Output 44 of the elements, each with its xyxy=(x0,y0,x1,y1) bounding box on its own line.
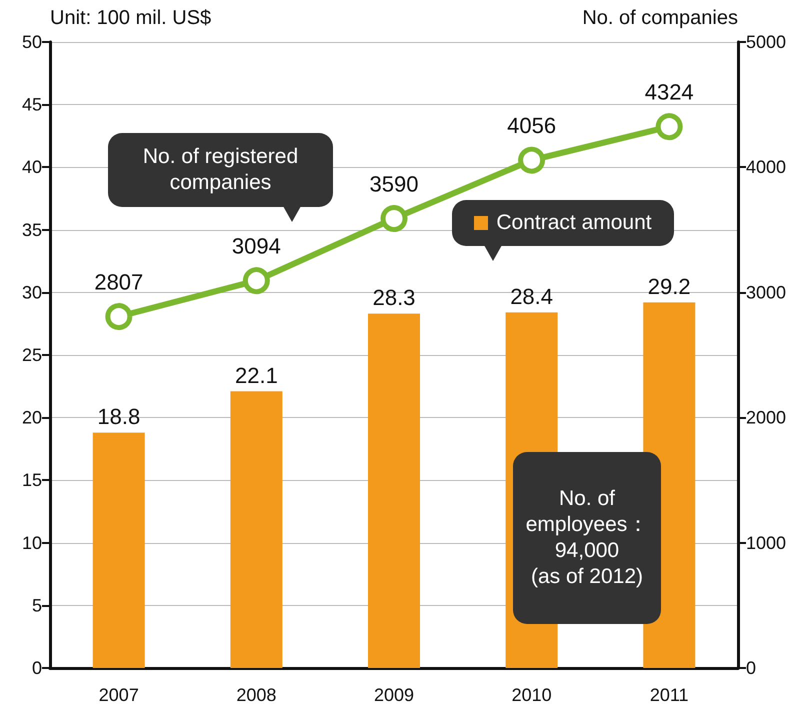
data-label: 3590 xyxy=(370,172,418,197)
data-label: 22.1 xyxy=(234,362,278,388)
x-tick-label: 2007 xyxy=(98,685,139,705)
data-label: 18.8 xyxy=(97,404,140,430)
y-tick-label: 35 xyxy=(22,220,42,240)
data-label: 4056 xyxy=(507,113,556,138)
y-tick-label: 10 xyxy=(22,532,42,553)
data-label: 2807 xyxy=(94,270,144,295)
y-tick-label: 30 xyxy=(22,282,42,302)
point xyxy=(656,113,683,140)
bar xyxy=(92,432,145,668)
y2-tick-label: 3000 xyxy=(746,282,786,302)
legend-label: Contract amount xyxy=(452,200,674,246)
point xyxy=(380,205,408,232)
y2-tick-label: 0 xyxy=(746,658,756,678)
y-tick-label: 25 xyxy=(22,345,42,365)
x-tick-label: 2009 xyxy=(374,685,414,705)
y-tick-label: 15 xyxy=(22,470,42,490)
x-tick-label: 2008 xyxy=(236,685,276,705)
x-tick-label: 2010 xyxy=(512,685,552,705)
bar xyxy=(368,314,420,668)
y-tick-label: 5 xyxy=(32,595,42,616)
data-label: 4324 xyxy=(644,80,694,105)
data-label: 3094 xyxy=(232,234,281,259)
data-label: 28.4 xyxy=(510,284,554,309)
y2-tick-label: 5000 xyxy=(746,32,786,52)
x-tick-label: 2011 xyxy=(650,685,689,705)
y-tick-label: 50 xyxy=(22,32,42,52)
y2-axis-title: No. of companies xyxy=(582,7,738,29)
data-label: 29.2 xyxy=(648,274,691,299)
y2-tick-label: 1000 xyxy=(746,532,786,553)
point xyxy=(105,303,132,330)
y-axis-title: Unit: 100 mil. US$ xyxy=(50,7,212,29)
y2-tick-label: 2000 xyxy=(746,408,786,428)
y-tick-label: 20 xyxy=(22,408,42,428)
y2-tick-label: 4000 xyxy=(746,157,786,178)
point xyxy=(518,146,546,174)
point xyxy=(242,267,270,294)
y-tick-label: 0 xyxy=(32,658,42,678)
data-label: 28.3 xyxy=(372,285,416,310)
y-tick-label: 40 xyxy=(22,157,42,178)
note-box: No. of employees： 94,000 (as of 2012) xyxy=(513,452,661,624)
y-tick-label: 45 xyxy=(22,94,42,115)
bar xyxy=(230,391,282,668)
